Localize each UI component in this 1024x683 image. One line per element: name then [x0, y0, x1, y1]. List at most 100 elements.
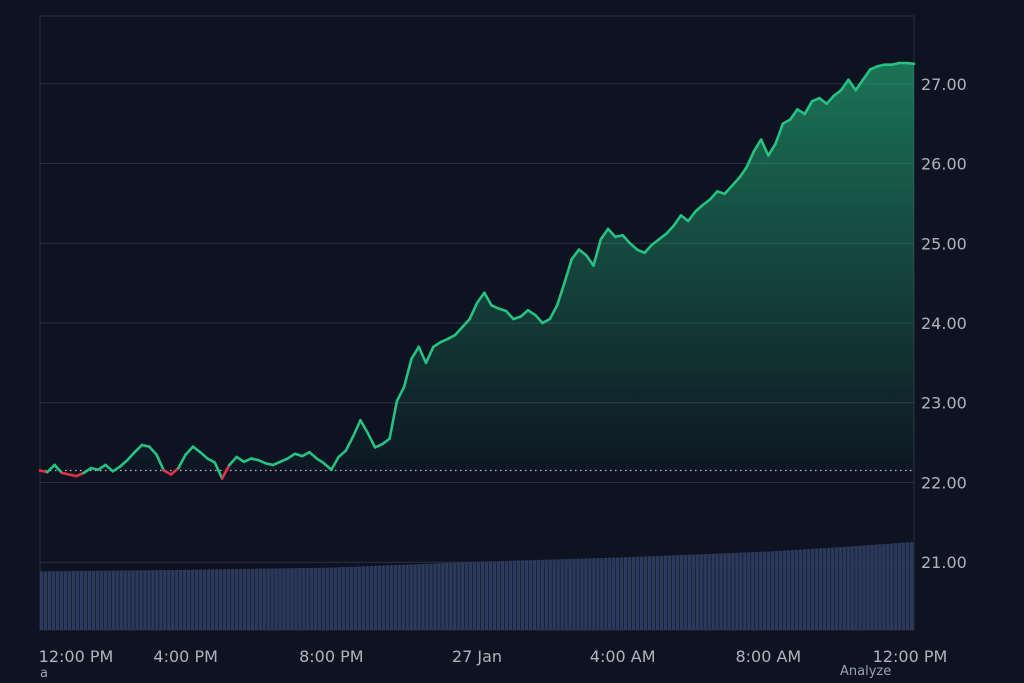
volume-bar: [679, 555, 683, 630]
volume-bar: [623, 557, 628, 630]
price-segment: [592, 237, 603, 267]
volume-bar: [159, 570, 163, 630]
volume-bar: [103, 570, 107, 630]
volume-bar: [119, 570, 123, 630]
price-segment: [344, 434, 355, 452]
price-segment: [315, 457, 326, 465]
volume-bar: [262, 568, 266, 630]
volume-bar: [171, 569, 175, 630]
y-tick-label: 24.00: [921, 314, 967, 333]
volume-bar: [282, 568, 286, 630]
price-segment: [839, 78, 850, 92]
price-segment: [162, 469, 173, 476]
price-segment: [628, 241, 639, 251]
volume-bar: [647, 556, 652, 630]
price-segment: [730, 176, 741, 188]
volume-bar: [743, 552, 747, 630]
price-segment: [228, 455, 238, 467]
price-segment: [286, 452, 297, 460]
volume-bar: [294, 568, 298, 630]
price-segment: [868, 64, 879, 71]
volume-bar: [91, 570, 96, 630]
volume-bar: [671, 555, 676, 630]
volume-bar: [528, 560, 533, 630]
price-segment: [337, 449, 348, 459]
volume-bar: [568, 558, 572, 630]
price-segment: [461, 317, 472, 329]
volume-bar: [63, 571, 68, 630]
volume-bar: [699, 554, 703, 630]
volume-bar: [449, 562, 453, 630]
volume-bar: [866, 545, 870, 630]
price-segment: [220, 463, 231, 480]
price-segment: [322, 462, 333, 472]
y-tick-label: 25.00: [921, 234, 967, 253]
volume-bar: [143, 570, 147, 630]
x-tick-label: 8:00 AM: [735, 647, 801, 666]
volume-bar: [540, 559, 544, 630]
volume-bar: [727, 553, 731, 630]
volume-bar: [290, 568, 294, 630]
volume-bar: [735, 552, 739, 630]
volume-bar: [667, 555, 672, 630]
volume-bar: [389, 565, 393, 630]
volume-bar: [333, 567, 338, 630]
price-segment: [526, 308, 537, 317]
price-segment: [75, 471, 85, 478]
volume-bar: [890, 543, 894, 630]
volume-bar: [127, 570, 131, 630]
volume-bar: [663, 555, 668, 630]
volume-bar: [814, 548, 819, 630]
y-tick-label: 26.00: [921, 155, 967, 174]
volume-bar: [186, 569, 191, 630]
volume-bar: [719, 553, 723, 630]
price-segment: [308, 450, 319, 460]
volume-bar: [477, 561, 481, 630]
price-segment: [147, 445, 158, 456]
volume-bar: [850, 546, 854, 630]
volume-bar: [878, 544, 882, 630]
volume-bar: [465, 562, 469, 630]
volume-bar: [95, 570, 99, 630]
price-segment: [206, 457, 217, 464]
volume-bar: [910, 542, 914, 630]
volume-bar: [55, 571, 60, 630]
volume-bar: [643, 556, 648, 630]
volume-bar: [862, 545, 866, 630]
volume-bar: [520, 560, 525, 630]
volume-bar: [774, 551, 779, 630]
analyze-link[interactable]: Analyze: [840, 664, 892, 679]
price-segment: [759, 138, 770, 157]
volume-bar: [437, 563, 441, 630]
volume-bar: [723, 553, 727, 630]
volume-bar: [739, 552, 743, 630]
price-segment: [373, 442, 384, 449]
price-segment: [599, 227, 610, 241]
volume-bar: [385, 565, 389, 630]
price-segment: [788, 107, 799, 121]
price-segment: [803, 100, 814, 116]
volume-bar: [810, 548, 815, 630]
volume-bar: [874, 544, 878, 630]
price-segment: [584, 253, 595, 267]
volume-bar: [620, 557, 624, 630]
volume-bar: [512, 560, 517, 630]
x-tick-label: 27 Jan: [452, 647, 502, 666]
y-axis: 21.00 22.00 23.00 24.00 25.00 26.00 27.00: [921, 75, 967, 572]
price-segment: [96, 463, 107, 472]
volume-bar: [588, 558, 592, 630]
volume-bar: [484, 561, 489, 630]
volume-bar: [770, 551, 775, 630]
price-segment: [847, 78, 858, 92]
price-segment: [45, 463, 56, 474]
price-segment: [767, 142, 777, 157]
x-tick-label: 8:00 PM: [299, 647, 363, 666]
volume-bar: [627, 557, 632, 630]
volume-bar: [870, 544, 874, 630]
volume-bar: [286, 568, 290, 630]
price-segment: [548, 304, 559, 321]
price-segment: [745, 150, 756, 169]
volume-bar: [592, 558, 596, 630]
volume-bar: [242, 568, 246, 630]
volume-bar: [79, 570, 84, 630]
